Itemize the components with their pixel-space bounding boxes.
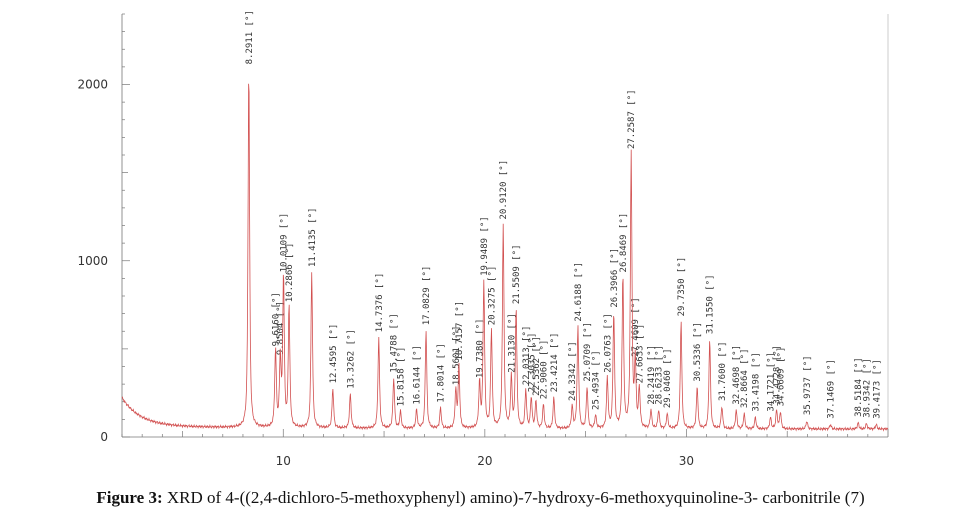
x-tick-label: 20: [477, 454, 492, 468]
peak-label: 19.7380 [°]: [476, 319, 486, 379]
peak-label: 28.2419 [°]: [647, 345, 657, 405]
peak-label: 28.6233 [°]: [655, 345, 665, 405]
peak-label: 18.5601 [°]: [452, 326, 462, 386]
peak-label: 19.9489 [°]: [480, 216, 490, 276]
peak-label: 17.8014 [°]: [437, 343, 447, 403]
peak-label: 10.0109 [°]: [279, 213, 289, 273]
peak-label: 22.0313 [°]: [522, 326, 532, 386]
figure-caption-text: XRD of 4-((2,4-dichloro-5-methoxyphenyl)…: [162, 488, 865, 507]
peak-label: 15.8158 [°]: [397, 347, 407, 407]
peak-label: 26.0763 [°]: [603, 313, 613, 373]
peak-label: 17.0829 [°]: [422, 266, 432, 326]
peak-label: 31.1550 [°]: [706, 274, 716, 334]
peak-label: 33.4198 [°]: [751, 352, 761, 412]
peak-label: 10.2866 [°]: [285, 243, 295, 303]
peak-label: 34.1721 [°]: [767, 352, 777, 412]
peak-label: 24.6188 [°]: [574, 262, 584, 322]
peak-label: 22.9060 [°]: [539, 340, 549, 400]
peak-label: 8.2911 [°]: [245, 10, 255, 64]
figure-caption-prefix: Figure 3:: [96, 488, 163, 507]
peak-label: 25.4934 [°]: [592, 350, 602, 410]
peak-label: 24.3342 [°]: [568, 341, 578, 401]
peak-label: 11.4135 [°]: [308, 208, 318, 268]
peak-label: 13.3262 [°]: [346, 329, 356, 389]
peak-label: 21.3130 [°]: [507, 313, 517, 373]
peak-label: 27.2587 [°]: [627, 89, 637, 149]
y-tick-label: 0: [100, 430, 108, 444]
peak-label: 14.7376 [°]: [375, 273, 385, 333]
peak-label: 31.7600 [°]: [718, 341, 728, 401]
peak-labels: 8.2911 [°] 9.6160 [°]9.8504 [°] 10.0109 [°…: [245, 10, 882, 419]
peak-label: 9.8504 [°]: [276, 301, 286, 355]
peak-label: 34.6609 [°]: [776, 347, 786, 407]
peak-label: 37.1469 [°]: [826, 359, 836, 419]
peak-label: 20.9120 [°]: [499, 160, 509, 220]
xrd-trace-line: [121, 83, 889, 432]
peak-label: 38.9342 [°]: [862, 358, 872, 418]
chart-ticks: 10 20 30 0 1000 2000: [77, 13, 889, 468]
peak-label: 39.4173 [°]: [872, 359, 882, 419]
x-tick-label: 30: [679, 454, 694, 468]
peak-label: 27.4609 [°]: [631, 297, 641, 357]
y-tick-label: 2000: [77, 78, 108, 92]
peak-label: 21.5509 [°]: [512, 244, 522, 304]
peak-label: 34.4728 [°]: [773, 345, 783, 405]
peak-label: 35.9737 [°]: [803, 355, 813, 415]
peak-label: 22.5362 [°]: [532, 336, 542, 396]
peak-label: 9.6160 [°]: [272, 292, 282, 346]
peak-label: 26.8469 [°]: [619, 213, 629, 273]
peak-label: 20.3275 [°]: [487, 266, 497, 326]
peak-label: 27.6633 [°]: [635, 324, 645, 384]
peak-label: 32.4698 [°]: [732, 345, 742, 405]
peak-label: 22.3035 [°]: [527, 333, 537, 393]
y-tick-label: 1000: [77, 254, 108, 268]
peak-label: 15.4788 [°]: [390, 313, 400, 373]
peak-label: 32.8664 [°]: [740, 348, 750, 408]
peak-label: 29.7350 [°]: [677, 257, 687, 317]
peak-label: 12.4595 [°]: [329, 324, 339, 384]
peak-label: 23.4214 [°]: [550, 333, 560, 393]
peak-label: 38.5184 [°]: [854, 357, 864, 417]
peak-label: 18.7157 [°]: [455, 301, 465, 361]
peak-label: 16.6144 [°]: [413, 345, 423, 405]
figure-caption: Figure 3: XRD of 4-((2,4-dichloro-5-meth…: [0, 488, 961, 508]
peak-label: 25.0709 [°]: [583, 322, 593, 382]
x-tick-label: 10: [276, 454, 291, 468]
peak-label: 26.3966 [°]: [610, 248, 620, 308]
peak-label: 30.5336 [°]: [693, 322, 703, 382]
peak-label: 29.0460 [°]: [663, 349, 673, 409]
xrd-chart: 10 20 30 0 1000 2000 8.2911 [°] 9.6160 [°]9.85…: [77, 10, 889, 468]
